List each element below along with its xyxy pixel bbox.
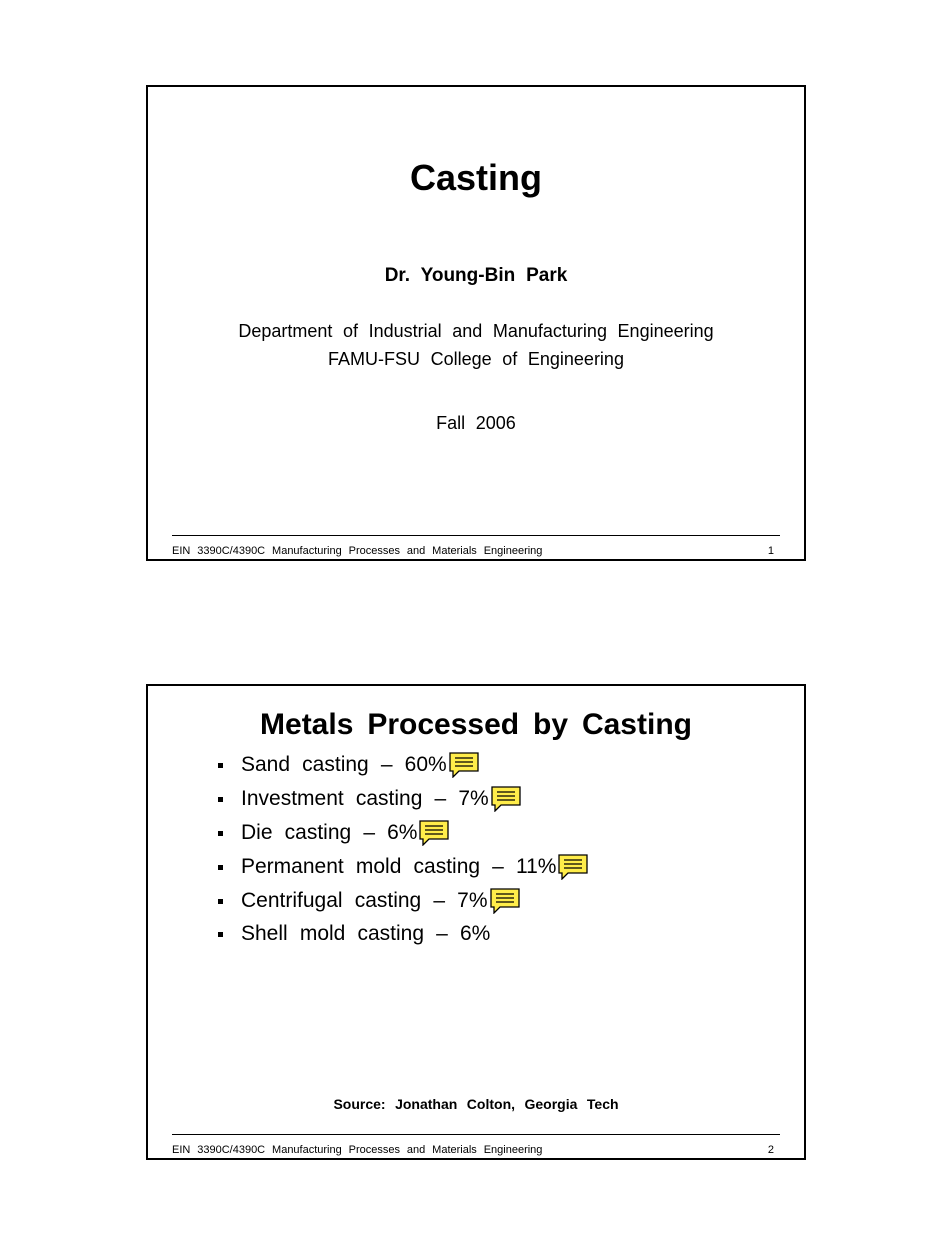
slide2-source: Source: Jonathan Colton, Georgia Tech <box>148 1096 804 1112</box>
slide-2: Metals Processed by Casting Sand casting… <box>146 684 806 1160</box>
slide1-college: FAMU-FSU College of Engineering <box>148 349 804 370</box>
list-item-text: Die casting – 6% <box>241 821 417 845</box>
annotation-note-icon[interactable] <box>419 820 449 846</box>
list-item-text: Shell mold casting – 6% <box>241 922 490 946</box>
footer-divider <box>172 535 780 536</box>
list-item: Die casting – 6% <box>218 820 588 846</box>
bullet-icon <box>218 763 223 768</box>
list-item: Permanent mold casting – 11% <box>218 854 588 880</box>
list-item-text: Sand casting – 60% <box>241 753 447 777</box>
slide1-title: Casting <box>148 157 804 199</box>
bullet-icon <box>218 865 223 870</box>
slide2-list: Sand casting – 60% Investment casting – … <box>218 752 588 954</box>
slide-1: Casting Dr. Young-Bin Park Department of… <box>146 85 806 561</box>
list-item-text: Investment casting – 7% <box>241 787 489 811</box>
slide2-title: Metals Processed by Casting <box>148 708 804 742</box>
annotation-note-icon[interactable] <box>490 888 520 914</box>
bullet-icon <box>218 932 223 937</box>
list-item-text: Centrifugal casting – 7% <box>241 889 488 913</box>
slide1-term: Fall 2006 <box>148 413 804 434</box>
annotation-note-icon[interactable] <box>449 752 479 778</box>
slide2-page-number: 2 <box>768 1144 774 1156</box>
slide1-page-number: 1 <box>768 545 774 557</box>
list-item: Sand casting – 60% <box>218 752 588 778</box>
annotation-note-icon[interactable] <box>491 786 521 812</box>
bullet-icon <box>218 797 223 802</box>
footer-divider <box>172 1134 780 1135</box>
list-item: Shell mold casting – 6% <box>218 922 588 946</box>
slide1-department: Department of Industrial and Manufacturi… <box>148 321 804 342</box>
bullet-icon <box>218 831 223 836</box>
list-item: Investment casting – 7% <box>218 786 588 812</box>
annotation-note-icon[interactable] <box>558 854 588 880</box>
list-item: Centrifugal casting – 7% <box>218 888 588 914</box>
list-item-text: Permanent mold casting – 11% <box>241 855 556 879</box>
slide1-author: Dr. Young-Bin Park <box>148 265 804 287</box>
bullet-icon <box>218 899 223 904</box>
footer-course: EIN 3390C/4390C Manufacturing Processes … <box>172 545 542 557</box>
footer-course: EIN 3390C/4390C Manufacturing Processes … <box>172 1144 542 1156</box>
